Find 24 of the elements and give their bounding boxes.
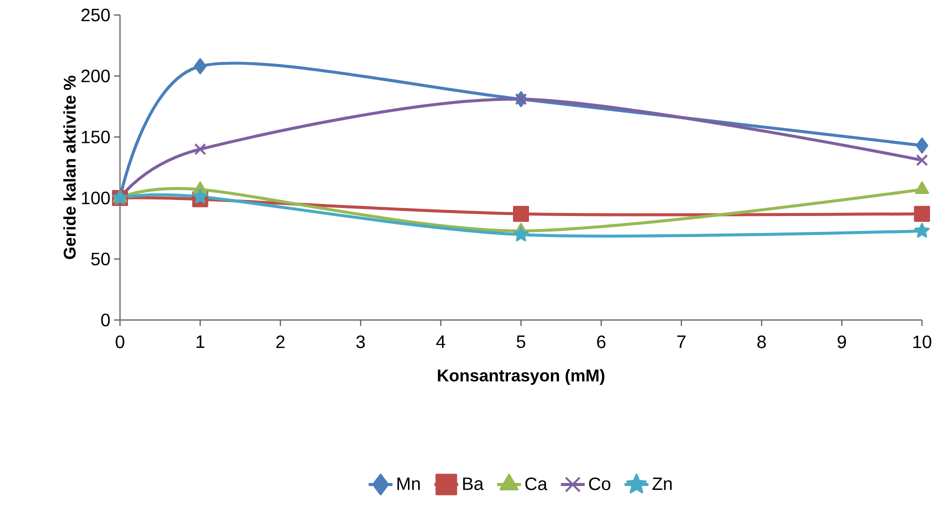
x-tick-label: 1 [196,336,204,348]
x-tick-label: 8 [757,336,766,348]
y-tick-label: 150 [82,130,110,144]
legend-label: Mn [397,478,420,490]
x-tick-label: 2 [276,336,284,348]
x-tick-label: 3 [356,336,365,348]
x-tick-label: 6 [597,336,606,348]
x-tick-label: 7 [677,336,686,348]
x-tick-label: 10 [913,336,932,348]
y-tick-label: 200 [81,70,110,82]
y-tick-label: 250 [81,8,110,22]
legend-label: Zn [652,478,672,490]
legend-label: Co [589,477,610,490]
x-tick-label: 9 [838,336,846,348]
y-axis-title: Geride kalan aktivite % [63,76,76,260]
x-axis-title: Konsantrasyon (mM) [438,369,604,385]
x-tick-label: 4 [436,336,446,348]
legend-label: Ba [463,478,484,490]
y-tick-label: 50 [91,252,110,266]
y-tick-label: 100 [82,192,110,204]
y-tick-label: 0 [101,314,110,326]
x-tick-label: 5 [516,336,526,348]
x-tick-label: 0 [116,336,124,348]
legend-label: Ca [525,477,548,490]
